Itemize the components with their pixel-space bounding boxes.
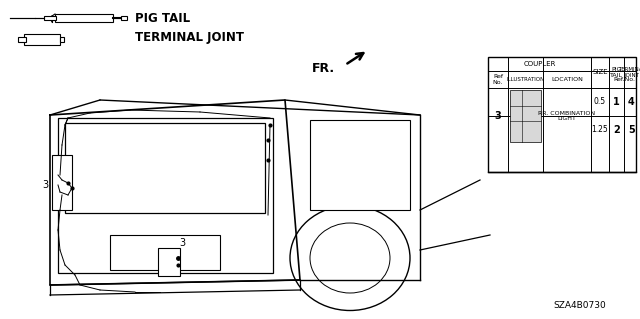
Text: PIG TAIL: PIG TAIL	[135, 11, 190, 25]
Bar	[55, 14, 113, 22]
Text: 3: 3	[179, 238, 185, 248]
Text: 3: 3	[42, 180, 48, 190]
Text: 3: 3	[495, 111, 501, 121]
Bar	[44, 16, 56, 20]
Text: 0.5: 0.5	[594, 98, 606, 107]
Bar	[24, 34, 60, 45]
Ellipse shape	[290, 205, 410, 310]
Bar	[158, 248, 180, 276]
Bar	[58, 118, 273, 273]
Text: 4: 4	[628, 97, 635, 107]
Text: ILLUSTRATION: ILLUSTRATION	[506, 77, 545, 82]
Text: LOCATION: LOCATION	[551, 77, 583, 82]
Text: RR. COMBINATION
LIGHT: RR. COMBINATION LIGHT	[538, 111, 596, 122]
Text: 2: 2	[613, 125, 620, 135]
Bar	[488, 57, 636, 172]
Text: TERMINAL
JOINT: TERMINAL JOINT	[618, 67, 640, 78]
Bar	[110, 235, 220, 270]
Text: 1.25: 1.25	[591, 125, 609, 135]
Bar	[65, 123, 265, 213]
Text: Ref.No.: Ref.No.	[613, 77, 635, 82]
Text: COUPLER: COUPLER	[524, 61, 556, 67]
Text: 5: 5	[628, 125, 635, 135]
Text: Ref
No.: Ref No.	[493, 74, 503, 85]
Bar	[60, 37, 64, 42]
Text: TERMINAL JOINT: TERMINAL JOINT	[135, 32, 244, 44]
Text: FR.: FR.	[312, 62, 335, 75]
Bar	[18, 37, 26, 42]
Bar	[510, 90, 541, 142]
Ellipse shape	[310, 223, 390, 293]
Bar	[310, 120, 410, 210]
Text: PIG
TAIL: PIG TAIL	[610, 67, 623, 78]
Text: SZA4B0730: SZA4B0730	[554, 300, 606, 309]
Bar	[52, 155, 72, 210]
Bar	[121, 16, 127, 20]
Text: 1: 1	[613, 97, 620, 107]
Text: SIZE: SIZE	[592, 70, 608, 76]
